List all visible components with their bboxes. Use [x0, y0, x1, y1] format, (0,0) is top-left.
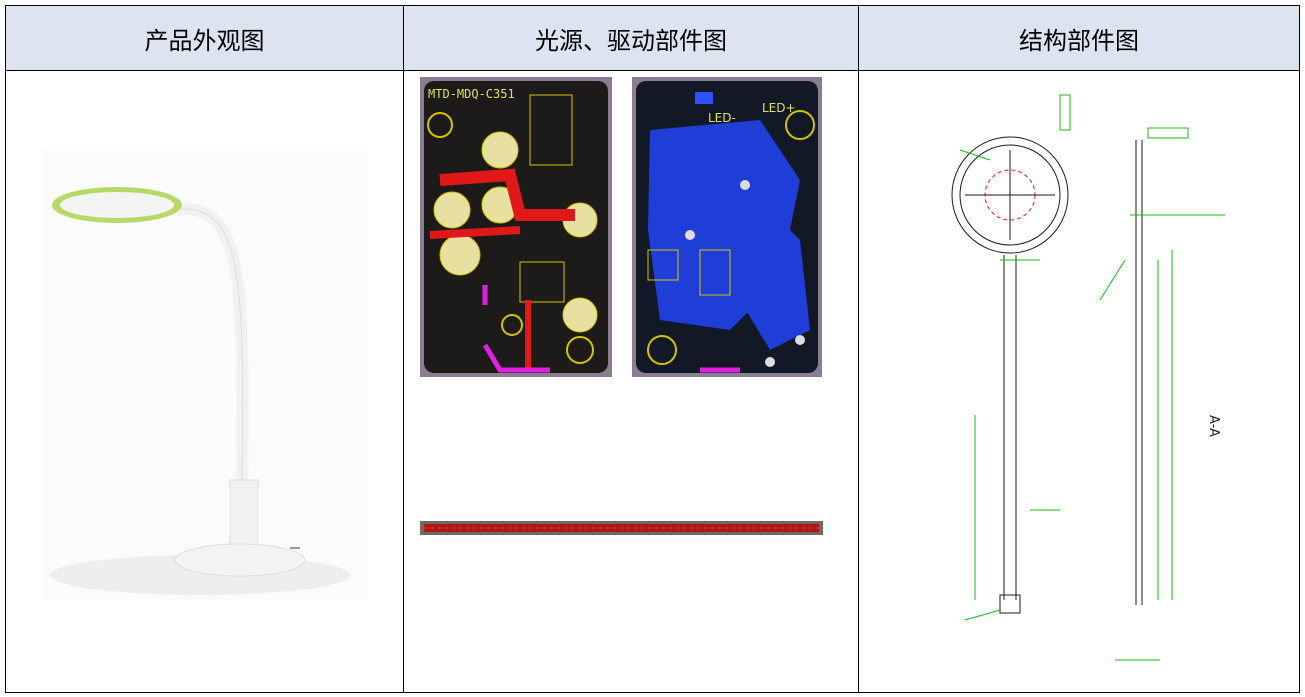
body-cell: [858, 70, 1300, 693]
pad-label: LED-: [708, 111, 736, 125]
structure-drawing: A-A: [940, 88, 1252, 680]
header-text: 产品外观图: [144, 26, 265, 55]
lamp-photo: [42, 150, 367, 600]
pcb-board: LED- LED+: [632, 77, 822, 377]
header-cell: 产品外观图: [5, 5, 404, 71]
header-text: 光源、驱动部件图: [535, 26, 727, 55]
board-label: MTD-MDQ-C351: [428, 87, 515, 101]
header-cell: 结构部件图: [858, 5, 1300, 71]
led-strip: [420, 521, 823, 535]
header-text: 结构部件图: [1019, 26, 1139, 55]
pcb-board: MTD-MDQ-C351: [420, 77, 612, 377]
pad-label: LED+: [762, 101, 796, 115]
section-label: A-A: [1206, 415, 1221, 437]
